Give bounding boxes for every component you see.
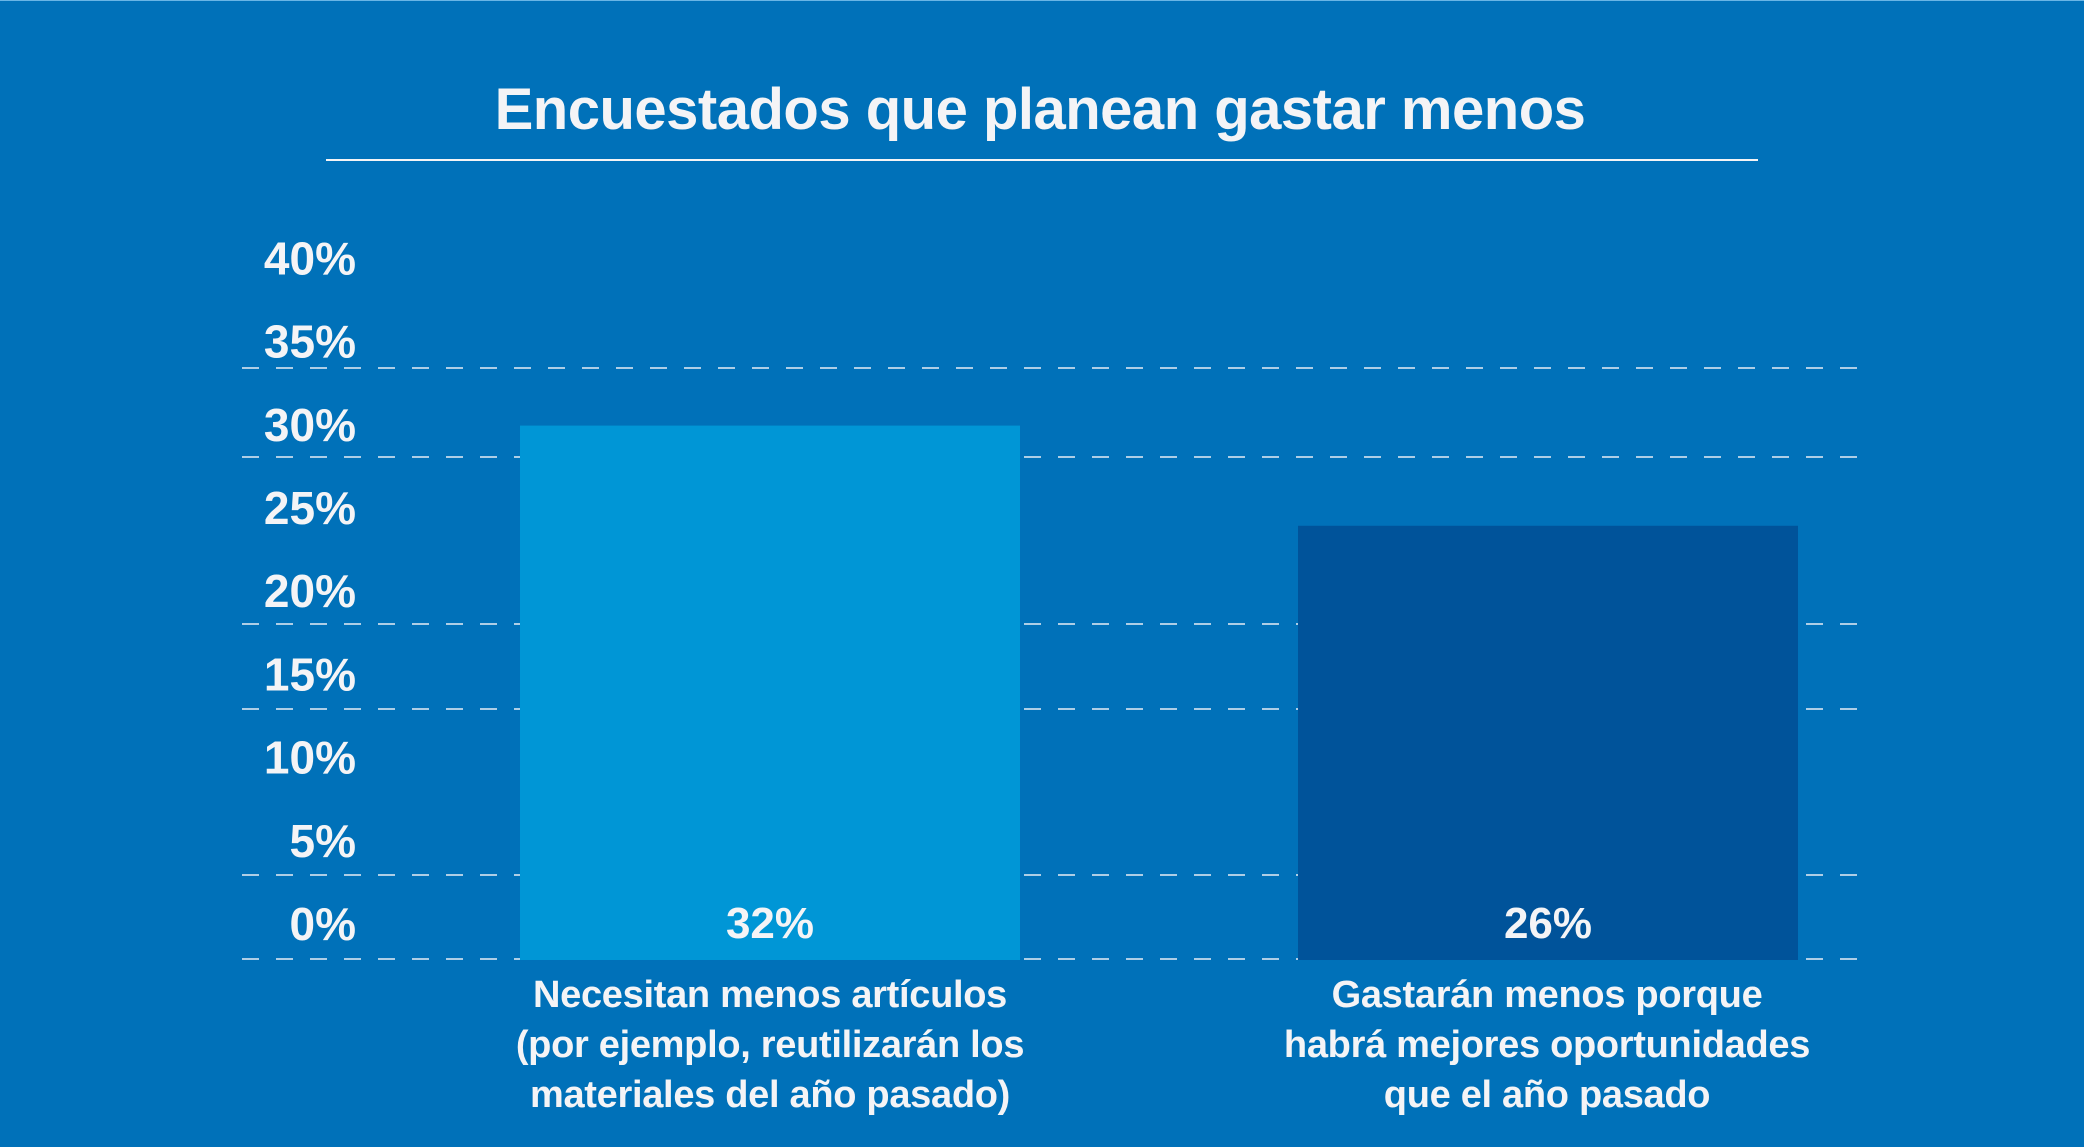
- y-tick-label-0pct: 0%: [290, 898, 356, 950]
- y-tick-label-40pct: 40%: [264, 232, 356, 284]
- category-label-1: Gastarán menos porque habrá mejores opor…: [1197, 970, 1897, 1120]
- chart-title: Encuestados que planean gastar menos: [494, 77, 1586, 142]
- top-border: [0, 0, 2084, 1]
- title-underline: [326, 159, 1758, 161]
- category-label-1-line-1: habrá mejores oportunidades: [1283, 1024, 1811, 1066]
- bars: [520, 425, 1798, 961]
- y-tick-label-15pct: 15%: [264, 648, 356, 700]
- bar-1: [1298, 525, 1798, 960]
- y-tick-label-20pct: 20%: [264, 565, 356, 617]
- value-label-0: 32%: [726, 899, 814, 948]
- category-label-1-line-0: Gastarán menos porque: [1331, 974, 1763, 1016]
- y-tick-label-30pct: 30%: [264, 399, 356, 451]
- value-label-1: 26%: [1504, 899, 1592, 948]
- bar-0: [520, 425, 1020, 961]
- y-tick-label-25pct: 25%: [264, 482, 356, 534]
- value-labels: 32% 26%: [726, 899, 1592, 948]
- y-tick-label-35pct: 35%: [264, 316, 356, 368]
- category-label-1-line-2: que el año pasado: [1383, 1074, 1711, 1116]
- category-label-0: Necesitan menos artículos (por ejemplo, …: [420, 970, 1120, 1120]
- category-label-0-line-0: Necesitan menos artículos: [532, 974, 1007, 1016]
- y-tick-label-10pct: 10%: [264, 732, 356, 784]
- y-axis-ticks: 0% 5% 10% 15% 20% 25% 30% 35% 40%: [264, 232, 356, 950]
- category-label-0-line-1: (por ejemplo, reutilizarán los: [515, 1024, 1025, 1066]
- y-tick-label-5pct: 5%: [290, 815, 356, 867]
- category-label-0-line-2: materiales del año pasado): [529, 1074, 1011, 1116]
